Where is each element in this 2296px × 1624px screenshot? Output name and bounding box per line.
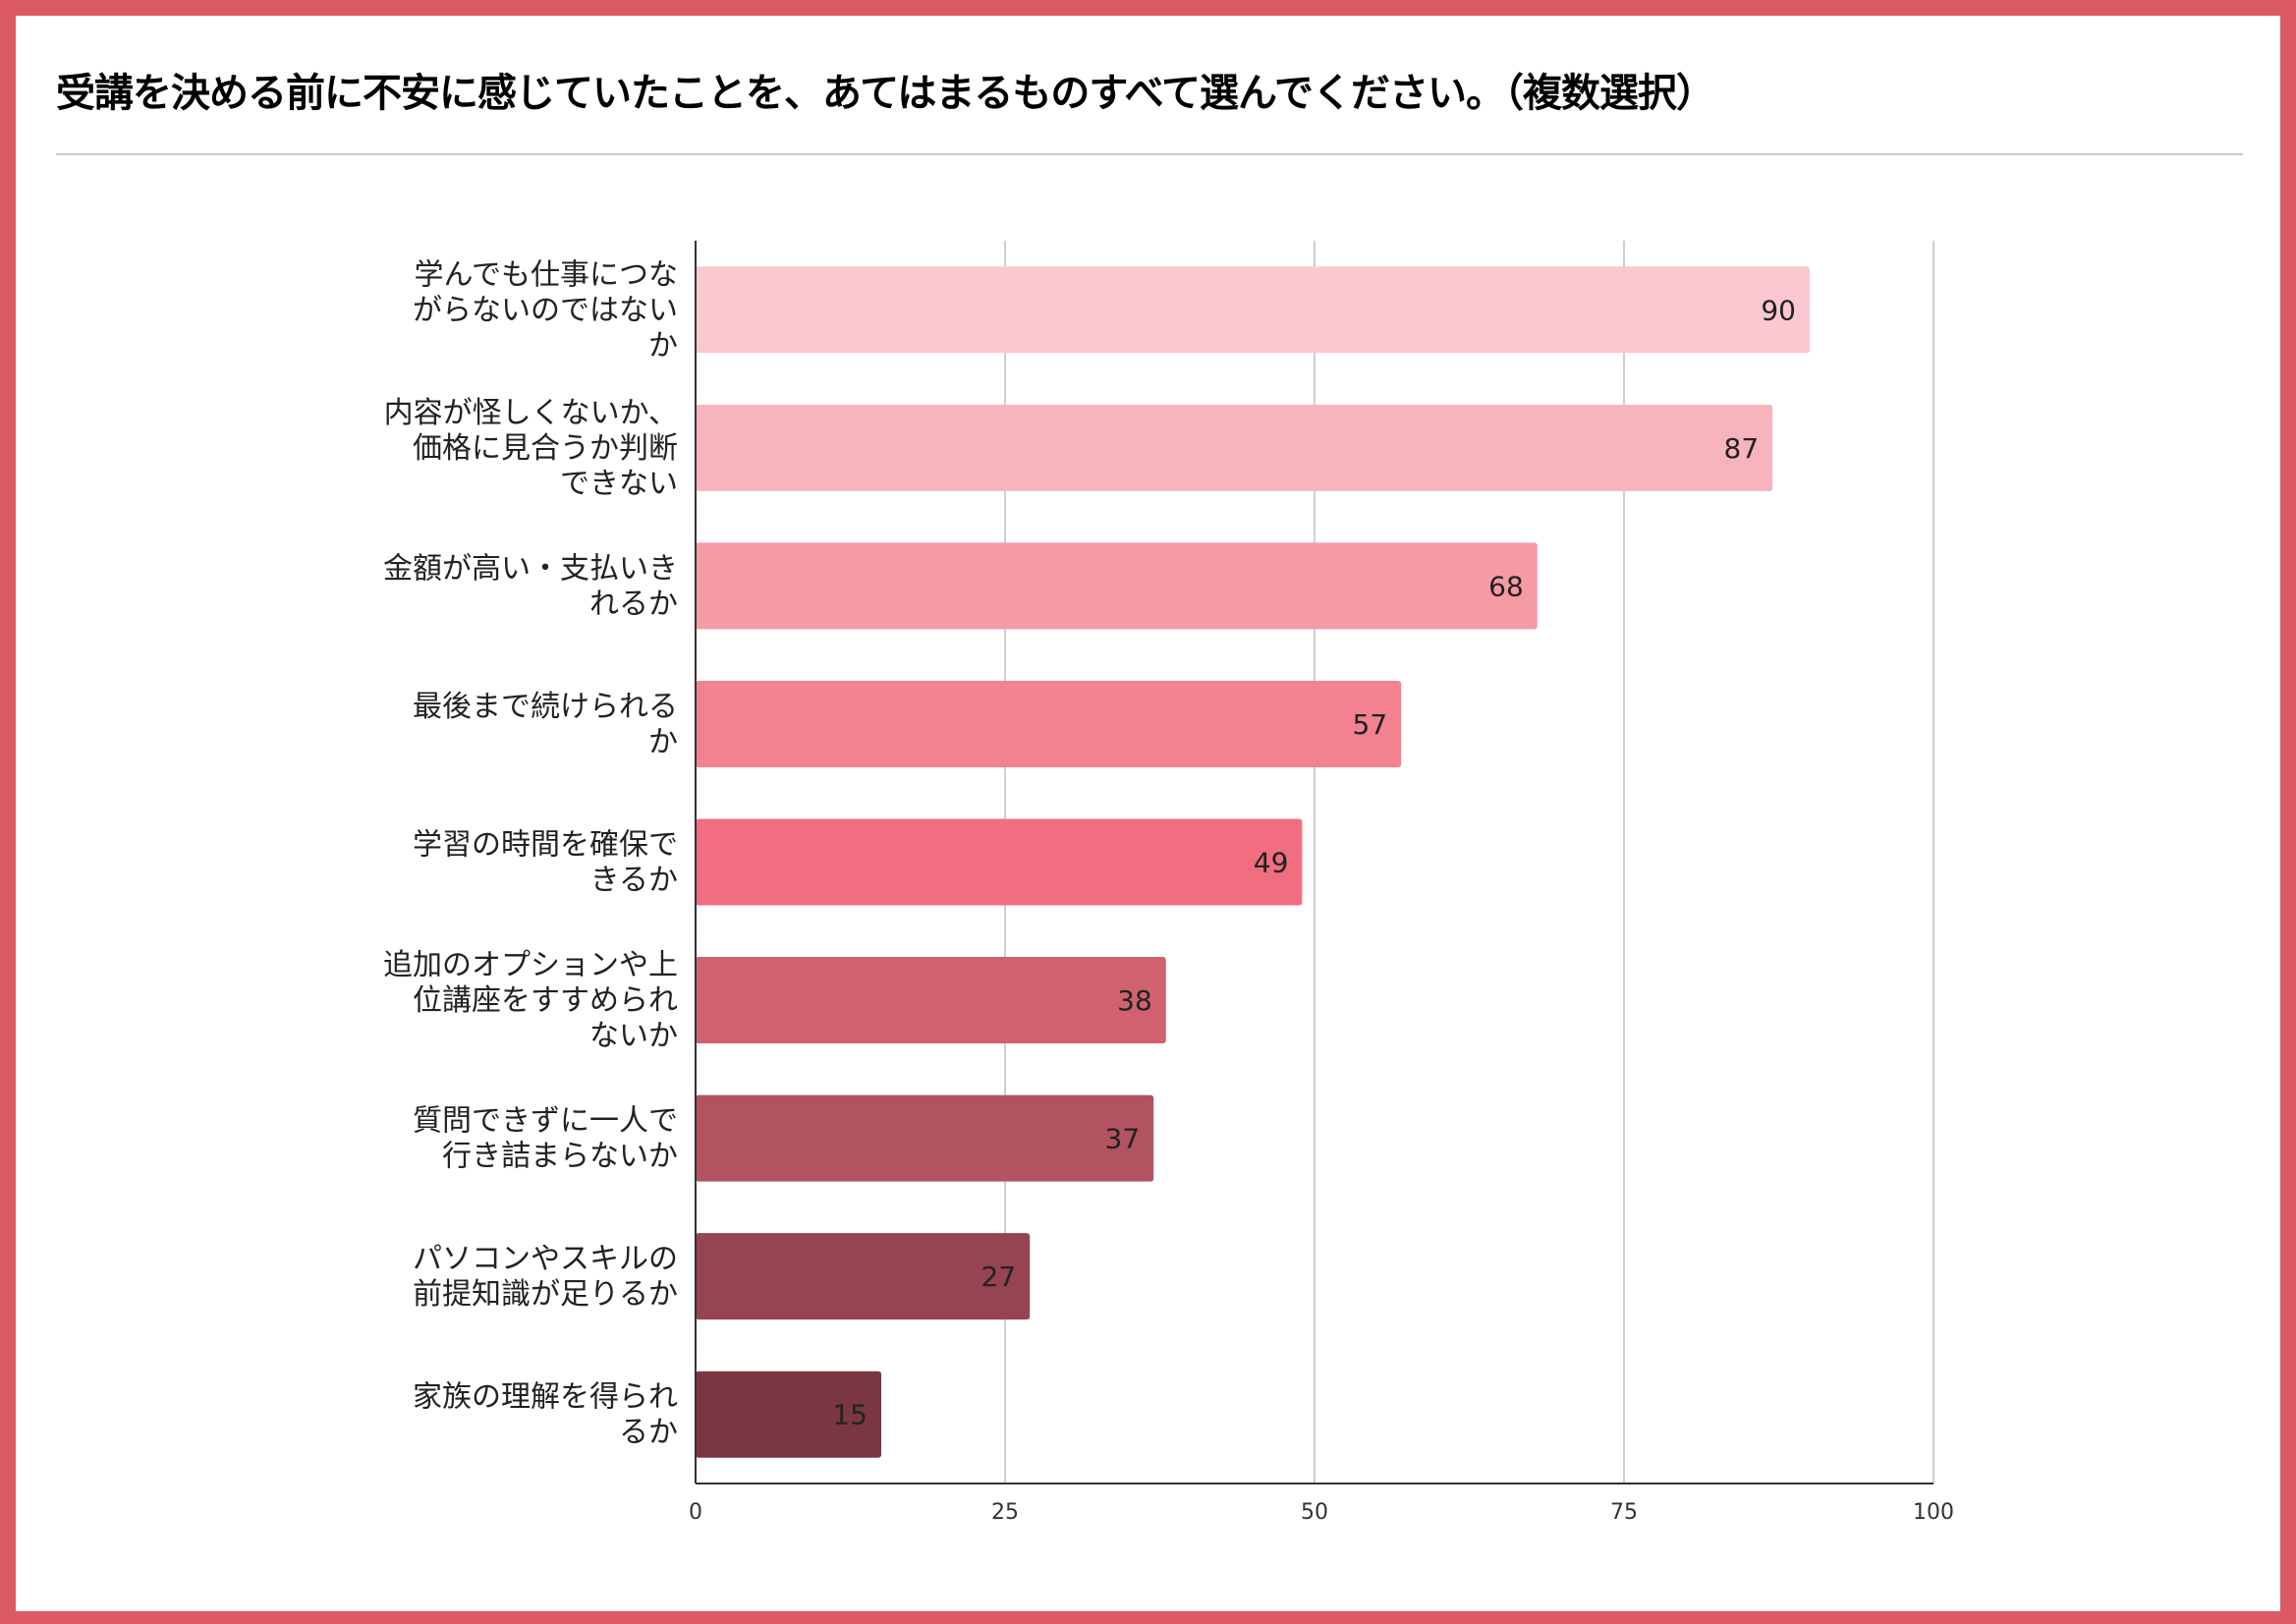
bar-value-label: 15	[832, 1399, 868, 1431]
category-label-line: か	[648, 725, 678, 759]
bar-value-label: 57	[1353, 708, 1388, 741]
category-label-line: るか	[619, 1416, 678, 1450]
bar-value-label: 49	[1254, 847, 1289, 879]
bar	[696, 1371, 881, 1458]
bar	[696, 1094, 1154, 1182]
category-label-line: 家族の理解を得られ	[413, 1380, 678, 1415]
category-label-line: 位講座をすすめられ	[413, 983, 678, 1018]
bar	[696, 680, 1402, 767]
category-label-line: 質問できずに一人で	[413, 1104, 678, 1139]
category-label: 学んでも仕事につながらないのではないか	[413, 257, 678, 363]
title-divider	[56, 153, 2243, 155]
bar	[696, 818, 1303, 906]
category-label-line: 学習の時間を確保で	[413, 828, 678, 863]
category-label-line: 金額が高い・支払いき	[383, 551, 678, 586]
axes	[695, 241, 1933, 1484]
category-label: 追加のオプションや上位講座をすすめられないか	[383, 948, 678, 1053]
category-label-line: がらないのではない	[413, 293, 678, 327]
category-label: 最後まで続けられるか	[413, 690, 678, 759]
bar-value-label: 68	[1488, 570, 1524, 602]
bar-value-label: 37	[1105, 1123, 1141, 1155]
category-label-line: 前提知識が足りるか	[413, 1277, 678, 1312]
category-label: 内容が怪しくないか、価格に見合うか判断できない	[384, 396, 678, 501]
category-label: 質問できずに一人で行き詰まらないか	[413, 1104, 678, 1174]
category-label: 金額が高い・支払いきれるか	[383, 551, 678, 621]
bar	[696, 1233, 1031, 1320]
bar	[696, 957, 1166, 1044]
x-tick-label: 100	[1913, 1500, 1954, 1525]
bar	[696, 404, 1773, 491]
category-labels: 学んでも仕事につながらないのではないか内容が怪しくないか、価格に見合うか判断でき…	[383, 257, 678, 1449]
category-label-line: れるか	[589, 587, 678, 621]
category-label-line: 内容が怪しくないか、	[384, 396, 678, 430]
bar	[696, 542, 1538, 630]
category-label-line: 価格に見合うか判断	[413, 431, 678, 466]
bar	[696, 266, 1810, 354]
bar-value-label: 87	[1724, 432, 1760, 465]
category-label-line: パソコンやスキルの	[413, 1242, 678, 1276]
x-tick-label: 25	[991, 1500, 1019, 1525]
category-label-line: きるか	[590, 864, 678, 898]
category-label: パソコンやスキルの前提知識が足りるか	[413, 1242, 678, 1312]
category-label: 学習の時間を確保できるか	[413, 828, 678, 898]
category-label-line: できない	[560, 467, 678, 501]
category-label-line: か	[648, 328, 678, 363]
category-label-line: ないか	[589, 1019, 678, 1053]
bar-value-label: 27	[981, 1260, 1017, 1293]
bars: 90 87 68 57 49 38 37 27 15	[696, 266, 1810, 1458]
bar-value-label: 90	[1761, 294, 1796, 326]
category-label-line: 行き詰まらないか	[442, 1140, 678, 1174]
category-label-line: 学んでも仕事につな	[415, 257, 679, 292]
chart-title: 受講を決める前に不安に感じていたことを、あてはまるものすべて選んでください。（複…	[56, 71, 1715, 116]
bar-value-label: 38	[1117, 984, 1152, 1017]
x-tick-label: 0	[689, 1500, 702, 1525]
x-tick-label: 50	[1301, 1500, 1328, 1525]
category-label: 家族の理解を得られるか	[413, 1380, 678, 1450]
category-label-line: 最後まで続けられる	[413, 690, 678, 724]
category-label-line: 追加のオプションや上	[383, 948, 678, 982]
x-tick-labels: 0 25 50 75 100	[689, 1500, 1954, 1525]
x-tick-label: 75	[1610, 1500, 1638, 1525]
